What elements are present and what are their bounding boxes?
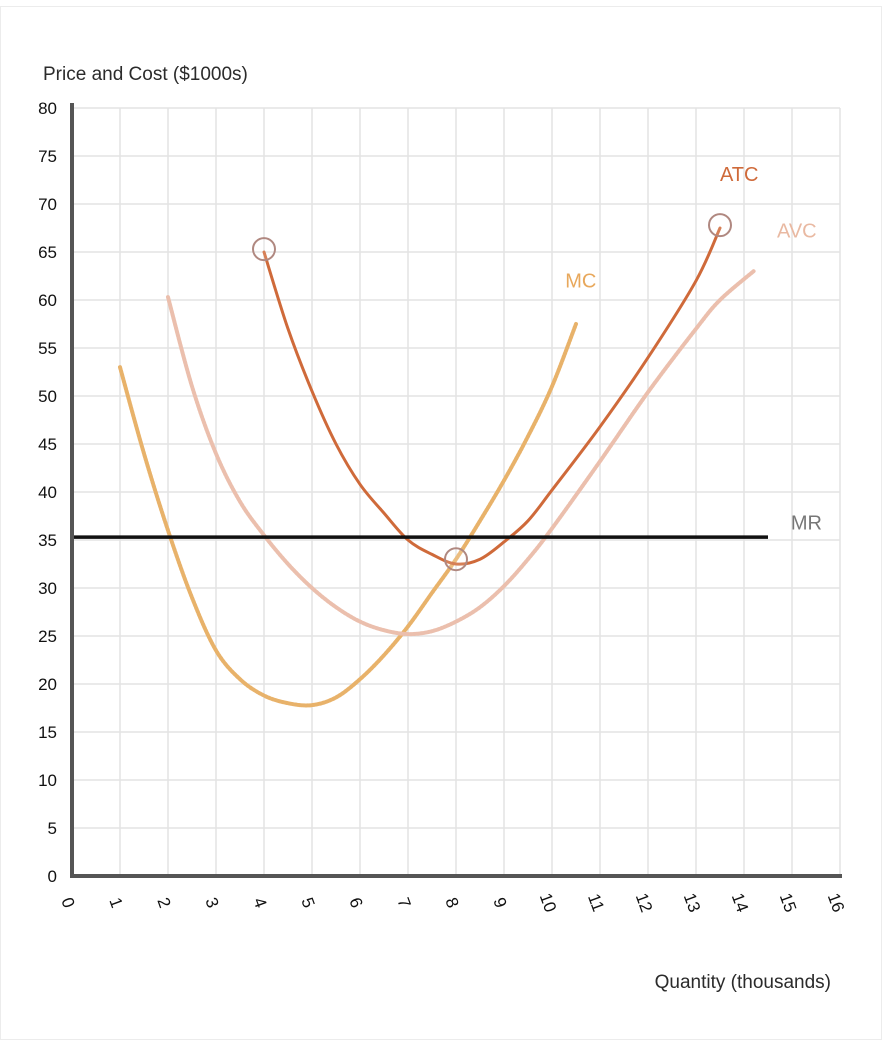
y-axis-title: Price and Cost ($1000s): [43, 64, 248, 85]
x-tick-label: 3: [201, 895, 222, 910]
x-tick-label: 8: [441, 895, 462, 910]
x-tick-label: 9: [489, 895, 510, 910]
x-tick-label: 13: [680, 891, 704, 915]
x-tick-label: 4: [249, 895, 270, 910]
y-tick-label: 30: [38, 579, 57, 598]
grid: [71, 107, 841, 877]
chart-frame: [0, 6, 882, 1040]
ATC-min-marker: [444, 547, 468, 572]
y-tick-label: 65: [38, 243, 57, 262]
curve-labels: MC ATC AVC MR: [565, 164, 822, 534]
x-tick-label: 7: [393, 895, 414, 910]
x-tick-labels: 0 1 2 3 4 5 6 7 8 9 10 11 12 13 14 15 16: [57, 891, 848, 915]
y-tick-label: 5: [48, 819, 57, 838]
x-tick-label: 11: [584, 891, 608, 914]
atc-label: ATC: [720, 164, 759, 186]
y-tick-label: 35: [38, 531, 57, 550]
avc-line: [166, 269, 756, 637]
y-tick-label: 45: [38, 435, 57, 454]
y-tick-label: 80: [38, 99, 57, 118]
x-tick-label: 15: [776, 891, 800, 915]
y-tick-label: 20: [38, 675, 57, 694]
x-tick-label: 14: [728, 891, 752, 915]
y-tick-label: 0: [48, 867, 57, 886]
ATC-start-marker: [252, 237, 276, 262]
axes: [70, 103, 842, 878]
atc-line: [262, 226, 722, 566]
y-tick-label: 75: [38, 147, 57, 166]
mc-line: [118, 322, 578, 708]
y-tick-label: 10: [38, 771, 57, 790]
x-tick-label: 5: [297, 895, 318, 910]
y-tick-label: 25: [38, 627, 57, 646]
y-tick-label: 50: [38, 387, 57, 406]
y-tick-label: 60: [38, 291, 57, 310]
y-tick-labels: 0 5 10 15 20 25 30 35 40 45 50 55 60 65 70 75 80: [38, 99, 57, 886]
mc-label: MC: [565, 271, 596, 293]
x-tick-label: 1: [105, 895, 126, 910]
x-tick-label: 6: [345, 895, 366, 910]
x-axis-title: Quantity (thousands): [655, 972, 831, 993]
ATC-end-marker: [708, 213, 732, 238]
y-tick-label: 70: [38, 195, 57, 214]
markers: [252, 213, 732, 572]
avc-label: AVC: [777, 221, 817, 243]
series-lines: [72, 226, 768, 708]
x-tick-label: 0: [57, 895, 78, 910]
y-tick-label: 15: [38, 723, 57, 742]
x-tick-label: 10: [536, 891, 560, 915]
mr-label: MR: [791, 512, 822, 534]
x-tick-label: 2: [153, 895, 174, 910]
x-tick-label: 12: [632, 891, 656, 915]
x-tick-label: 16: [824, 891, 848, 915]
y-tick-label: 55: [38, 339, 57, 358]
y-tick-label: 40: [38, 483, 57, 502]
